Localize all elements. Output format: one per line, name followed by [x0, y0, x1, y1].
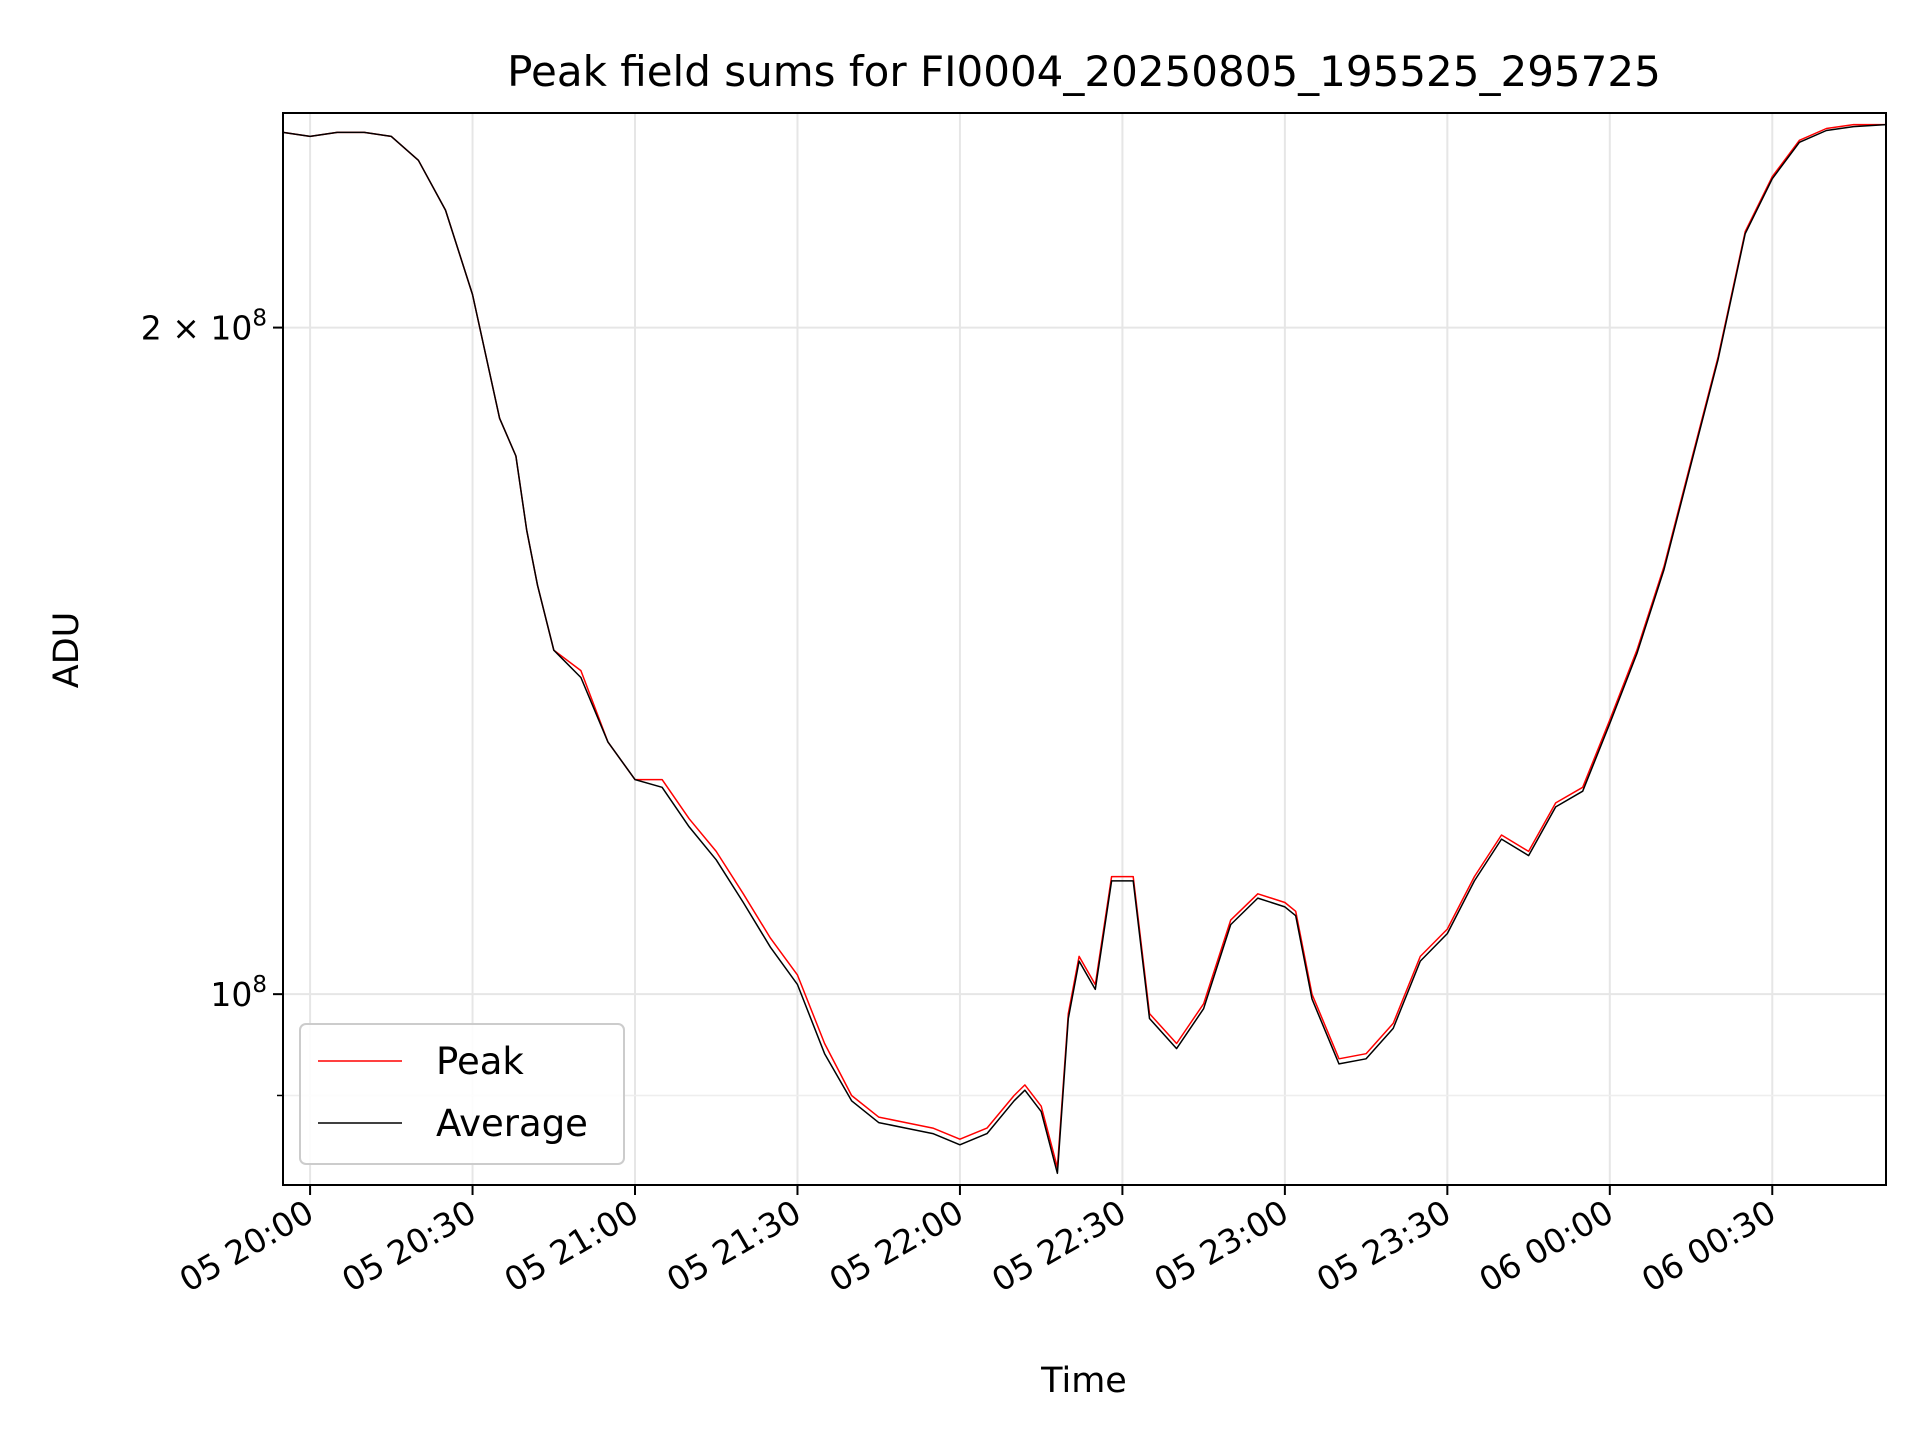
x-axis-label: Time [1040, 1361, 1127, 1401]
legend: Peak Average [299, 1023, 625, 1165]
y-tick-label: 2 × 108 [141, 306, 267, 348]
y-axis-label: ADU [47, 612, 87, 689]
grid-lines [283, 113, 1886, 1185]
plot-area [282, 112, 1887, 1186]
chart-title: Peak field sums for FI0004_20250805_1955… [507, 47, 1661, 96]
legend-label-peak: Peak [436, 1040, 524, 1083]
series-line-average [282, 123, 1887, 1175]
legend-box [299, 1023, 625, 1165]
series-layer [282, 123, 1887, 1175]
axes-frame [282, 112, 1887, 1186]
legend-label-average: Average [436, 1102, 588, 1145]
